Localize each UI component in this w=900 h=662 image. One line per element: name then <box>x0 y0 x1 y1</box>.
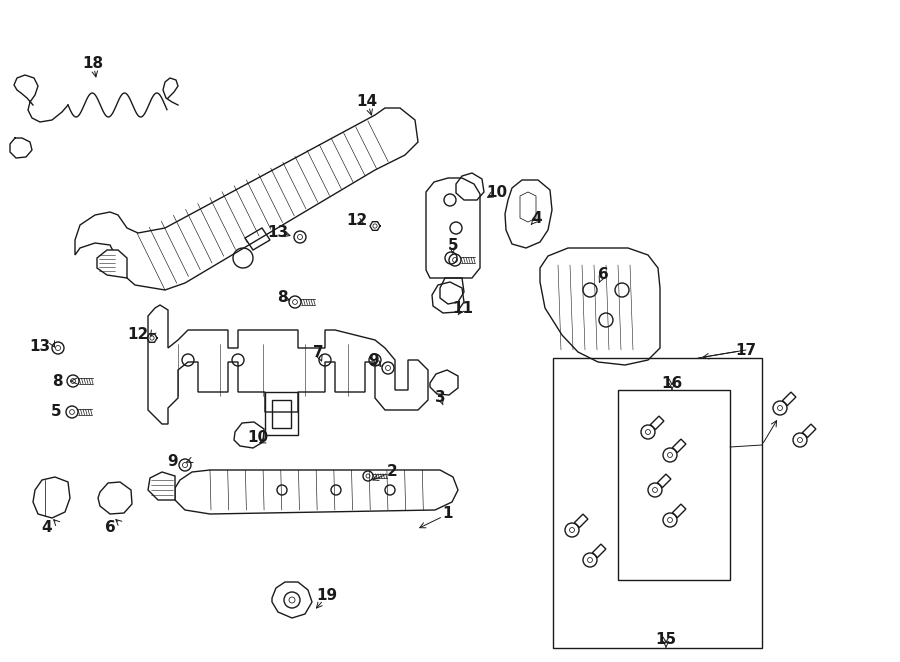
Polygon shape <box>426 178 480 278</box>
Text: 5: 5 <box>447 238 458 252</box>
Polygon shape <box>505 180 552 248</box>
Text: 6: 6 <box>104 520 115 534</box>
Text: 1: 1 <box>443 506 454 522</box>
Text: 15: 15 <box>655 632 677 647</box>
Polygon shape <box>175 470 458 514</box>
Text: 19: 19 <box>317 589 338 604</box>
Polygon shape <box>148 472 175 500</box>
Polygon shape <box>98 482 132 514</box>
Text: 18: 18 <box>83 56 104 70</box>
Text: 13: 13 <box>30 338 50 354</box>
Text: 3: 3 <box>435 389 446 404</box>
Text: 13: 13 <box>267 224 289 240</box>
Text: 8: 8 <box>51 373 62 389</box>
Text: 12: 12 <box>346 213 367 228</box>
Polygon shape <box>540 248 660 365</box>
Text: 6: 6 <box>598 267 608 281</box>
Text: 9: 9 <box>167 455 178 469</box>
Polygon shape <box>75 108 418 290</box>
Text: 7: 7 <box>312 344 323 359</box>
Text: 14: 14 <box>356 93 378 109</box>
Polygon shape <box>33 477 70 518</box>
Text: 9: 9 <box>369 352 379 367</box>
Text: 2: 2 <box>387 465 398 479</box>
Text: 5: 5 <box>50 404 61 420</box>
Text: 17: 17 <box>735 342 757 357</box>
Text: 8: 8 <box>276 289 287 305</box>
Polygon shape <box>97 250 127 278</box>
Polygon shape <box>590 253 622 287</box>
Text: 12: 12 <box>128 326 148 342</box>
Text: 4: 4 <box>41 520 52 534</box>
Text: 10: 10 <box>486 185 508 199</box>
Text: 11: 11 <box>453 301 473 316</box>
Polygon shape <box>272 582 312 618</box>
Text: 16: 16 <box>662 375 682 391</box>
Polygon shape <box>148 305 428 424</box>
Text: 10: 10 <box>248 430 268 444</box>
Text: 4: 4 <box>532 211 543 226</box>
